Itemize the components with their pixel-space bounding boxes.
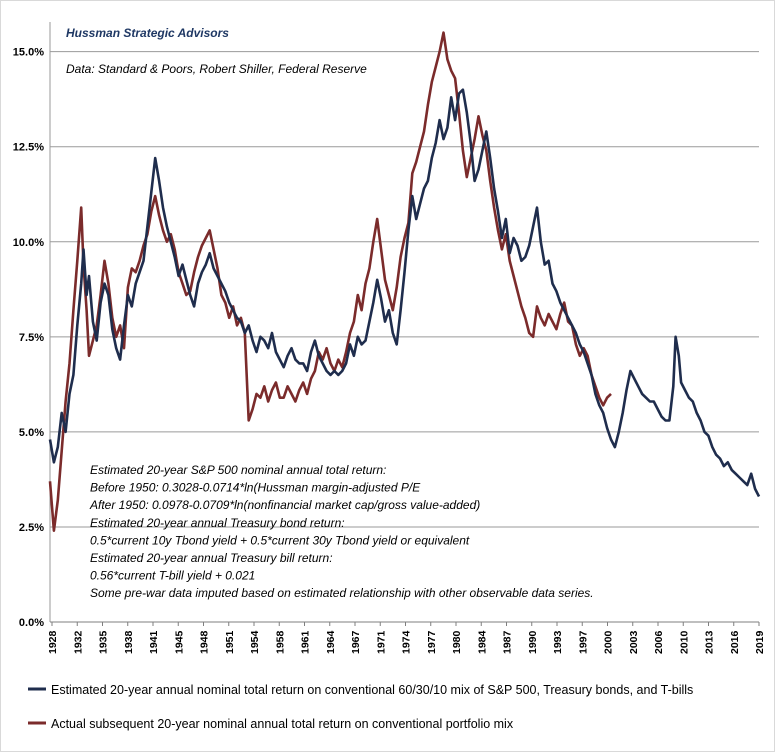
x-tick-label: 1964 <box>325 630 337 654</box>
gridlines <box>49 22 759 623</box>
x-tick-label: 1990 <box>527 630 539 654</box>
annotation-line: Before 1950: 0.3028-0.0714*ln(Hussman ma… <box>90 481 421 495</box>
x-tick-label: 1974 <box>401 630 413 654</box>
x-tick-label: 2006 <box>653 630 665 654</box>
x-tick-label: 2013 <box>704 630 716 654</box>
x-tick-label: 1941 <box>148 630 160 654</box>
x-tick-label: 1997 <box>577 630 589 654</box>
x-tick-label: 1987 <box>502 630 514 654</box>
x-tick-label: 2016 <box>729 630 741 654</box>
x-tick-label: 1932 <box>72 630 84 654</box>
annotation-line: Estimated 20-year annual Treasury bond r… <box>90 516 345 530</box>
y-tick-label: 12.5% <box>13 142 44 154</box>
series-line-actual <box>48 31 612 532</box>
series-lines <box>48 31 761 532</box>
x-tick-label: 1935 <box>98 630 110 654</box>
y-tick-label: 10.0% <box>13 237 44 249</box>
x-tick-label: 1951 <box>224 630 236 654</box>
chart-subtitle: Data: Standard & Poors, Robert Shiller, … <box>66 62 367 76</box>
series-line-estimated <box>48 88 761 498</box>
x-tick-label: 1945 <box>173 630 185 654</box>
x-tick-label: 1971 <box>375 630 387 654</box>
legend-label-estimated: Estimated 20-year annual nominal total r… <box>51 683 693 697</box>
x-tick-label: 1954 <box>249 630 261 654</box>
annotation-line: Some pre-war data imputed based on estim… <box>90 586 594 600</box>
x-tick-label: 2019 <box>754 630 766 654</box>
x-tick-label: 2003 <box>628 630 640 654</box>
y-axis: 0.0% 2.5% 5.0% 7.5% 10.0% 12.5% 15.0% <box>13 47 44 629</box>
y-tick-label: 7.5% <box>19 332 44 344</box>
x-tick-label: 1938 <box>123 630 135 654</box>
annotation-line: After 1950: 0.0978-0.0709*ln(nonfinancia… <box>89 498 480 512</box>
chart-title: Hussman Strategic Advisors <box>66 26 229 40</box>
x-tick-label: 1977 <box>426 630 438 654</box>
legend: Estimated 20-year annual nominal total r… <box>28 683 693 731</box>
x-tick-label: 1967 <box>350 630 362 654</box>
x-tick-label: 2000 <box>603 630 615 654</box>
y-tick-label: 2.5% <box>19 522 44 534</box>
annotation-line: 0.5*current 10y Tbond yield + 0.5*curren… <box>90 533 470 547</box>
x-axis: 1928 1932 1935 1938 1941 1945 1948 1951 1954 1958… <box>47 622 766 654</box>
annotation-line: 0.56*current T-bill yield + 0.021 <box>90 569 255 583</box>
y-tick-label: 5.0% <box>19 427 44 439</box>
x-tick-label: 1980 <box>451 630 463 654</box>
annotation-line: Estimated 20-year annual Treasury bill r… <box>90 551 333 565</box>
legend-label-actual: Actual subsequent 20-year nominal annual… <box>51 717 514 731</box>
y-tick-label: 0.0% <box>19 617 44 629</box>
annotation-block: Estimated 20-year S&P 500 nominal annual… <box>89 463 594 600</box>
x-tick-label: 1958 <box>274 630 286 654</box>
x-tick-label: 1961 <box>300 630 312 654</box>
x-tick-label: 1984 <box>476 630 488 654</box>
x-tick-label: 1993 <box>552 630 564 654</box>
x-tick-label: 1948 <box>199 630 211 654</box>
annotation-line: Estimated 20-year S&P 500 nominal annual… <box>90 463 386 477</box>
x-tick-label: 1928 <box>47 630 59 654</box>
x-tick-label: 2010 <box>678 630 690 654</box>
y-tick-label: 15.0% <box>13 47 44 59</box>
